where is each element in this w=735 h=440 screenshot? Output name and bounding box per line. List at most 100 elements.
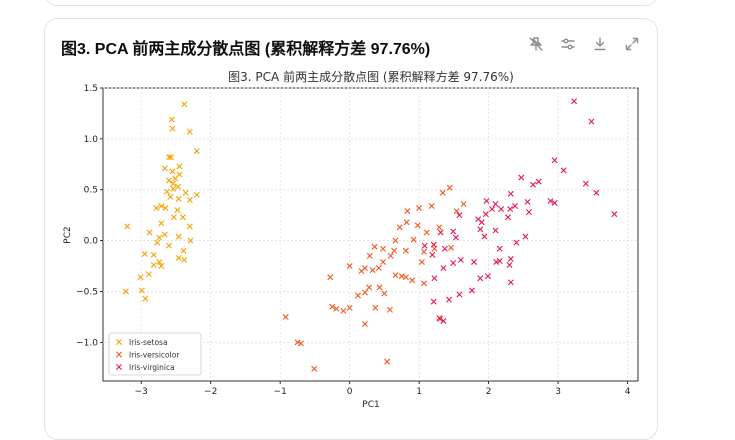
data-point	[522, 233, 529, 240]
data-point	[478, 219, 485, 226]
data-point	[187, 237, 194, 244]
data-point	[421, 280, 427, 287]
data-point	[421, 248, 427, 255]
data-point	[154, 239, 161, 246]
data-point	[166, 154, 172, 161]
data-point	[525, 209, 532, 216]
data-point	[547, 197, 554, 204]
data-point	[380, 258, 386, 265]
x-tick-label: 0	[347, 387, 353, 397]
data-point	[518, 174, 525, 181]
data-point	[158, 263, 165, 270]
plot-area	[102, 87, 639, 382]
data-point	[507, 279, 514, 286]
legend-marker	[116, 364, 122, 370]
data-point	[429, 251, 436, 258]
data-point	[182, 189, 189, 196]
data-point	[588, 118, 595, 125]
data-point	[489, 206, 496, 213]
data-point	[366, 252, 373, 259]
data-point	[381, 290, 388, 297]
data-point	[410, 236, 417, 243]
axis-ticks: −3 −2 −1 0 1 2 3 4 1.5 1.0 0.5 0.0 −0.5 −1.0	[76, 84, 631, 397]
legend-label: Iris-setosa	[129, 338, 168, 347]
data-point	[175, 195, 182, 202]
data-point	[166, 242, 172, 249]
expand-icon[interactable]	[621, 33, 643, 55]
data-point	[453, 208, 460, 215]
data-point	[181, 101, 188, 108]
pin-off-icon[interactable]	[525, 33, 547, 55]
data-point	[414, 222, 421, 229]
chart-legend: Iris-setosa Iris-versicolor Iris-virginica	[108, 332, 202, 376]
data-point	[477, 275, 484, 282]
data-point	[371, 243, 378, 250]
data-point	[513, 239, 520, 246]
data-point	[193, 148, 200, 155]
data-point	[457, 256, 464, 263]
x-tick-label: −1	[274, 387, 287, 397]
data-point	[437, 229, 444, 236]
data-point	[440, 317, 447, 324]
data-point	[346, 263, 353, 270]
data-point	[163, 188, 170, 195]
data-point	[179, 214, 186, 221]
data-point	[161, 231, 168, 238]
sliders-icon[interactable]	[557, 33, 579, 55]
data-point	[172, 175, 179, 182]
data-point	[170, 185, 177, 192]
data-point	[180, 247, 187, 254]
data-point	[186, 196, 193, 203]
data-point	[493, 258, 500, 265]
data-point	[169, 125, 176, 132]
data-point	[392, 237, 399, 244]
data-point	[551, 199, 558, 206]
data-point	[358, 268, 365, 275]
data-point	[505, 214, 512, 221]
data-point	[403, 219, 410, 226]
data-point	[416, 205, 423, 212]
data-point	[175, 233, 182, 240]
scatter-chart: −3 −2 −1 0 1 2 3 4 1.5 1.0 0.5 0.0 −0.5 −1.0 图3. PCA …	[63, 69, 639, 410]
data-point	[156, 234, 163, 241]
data-point	[333, 305, 340, 312]
data-point	[346, 304, 353, 311]
data-point	[446, 184, 453, 191]
y-tick-label: 0.0	[84, 237, 99, 247]
data-point	[450, 228, 457, 235]
data-point	[167, 193, 174, 200]
data-point	[524, 198, 531, 205]
data-point	[361, 289, 368, 296]
data-point	[535, 178, 542, 185]
download-icon[interactable]	[589, 33, 611, 55]
x-tick-label: −2	[204, 387, 217, 397]
data-point	[174, 207, 181, 214]
data-point	[456, 291, 463, 298]
data-point	[141, 250, 148, 257]
data-point	[156, 258, 163, 265]
x-tick-label: −3	[135, 387, 148, 397]
data-point	[450, 259, 457, 266]
data-point	[124, 223, 131, 230]
data-point	[186, 223, 193, 230]
x-axis-label: PC1	[362, 400, 379, 410]
data-point	[593, 189, 600, 196]
data-point	[162, 205, 169, 212]
data-point	[181, 256, 188, 263]
data-point	[369, 267, 376, 274]
data-point	[175, 254, 182, 261]
data-point	[436, 315, 443, 322]
y-tick-label: −0.5	[76, 287, 98, 297]
data-point	[145, 271, 152, 278]
data-point	[404, 208, 411, 215]
data-point	[421, 242, 428, 249]
data-point	[477, 226, 484, 233]
data-point	[122, 288, 129, 295]
data-point	[471, 258, 478, 265]
data-point	[294, 339, 301, 346]
data-point	[138, 287, 145, 294]
data-point	[484, 273, 491, 280]
data-point	[298, 340, 305, 347]
data-point	[169, 168, 176, 175]
data-point	[168, 116, 175, 123]
